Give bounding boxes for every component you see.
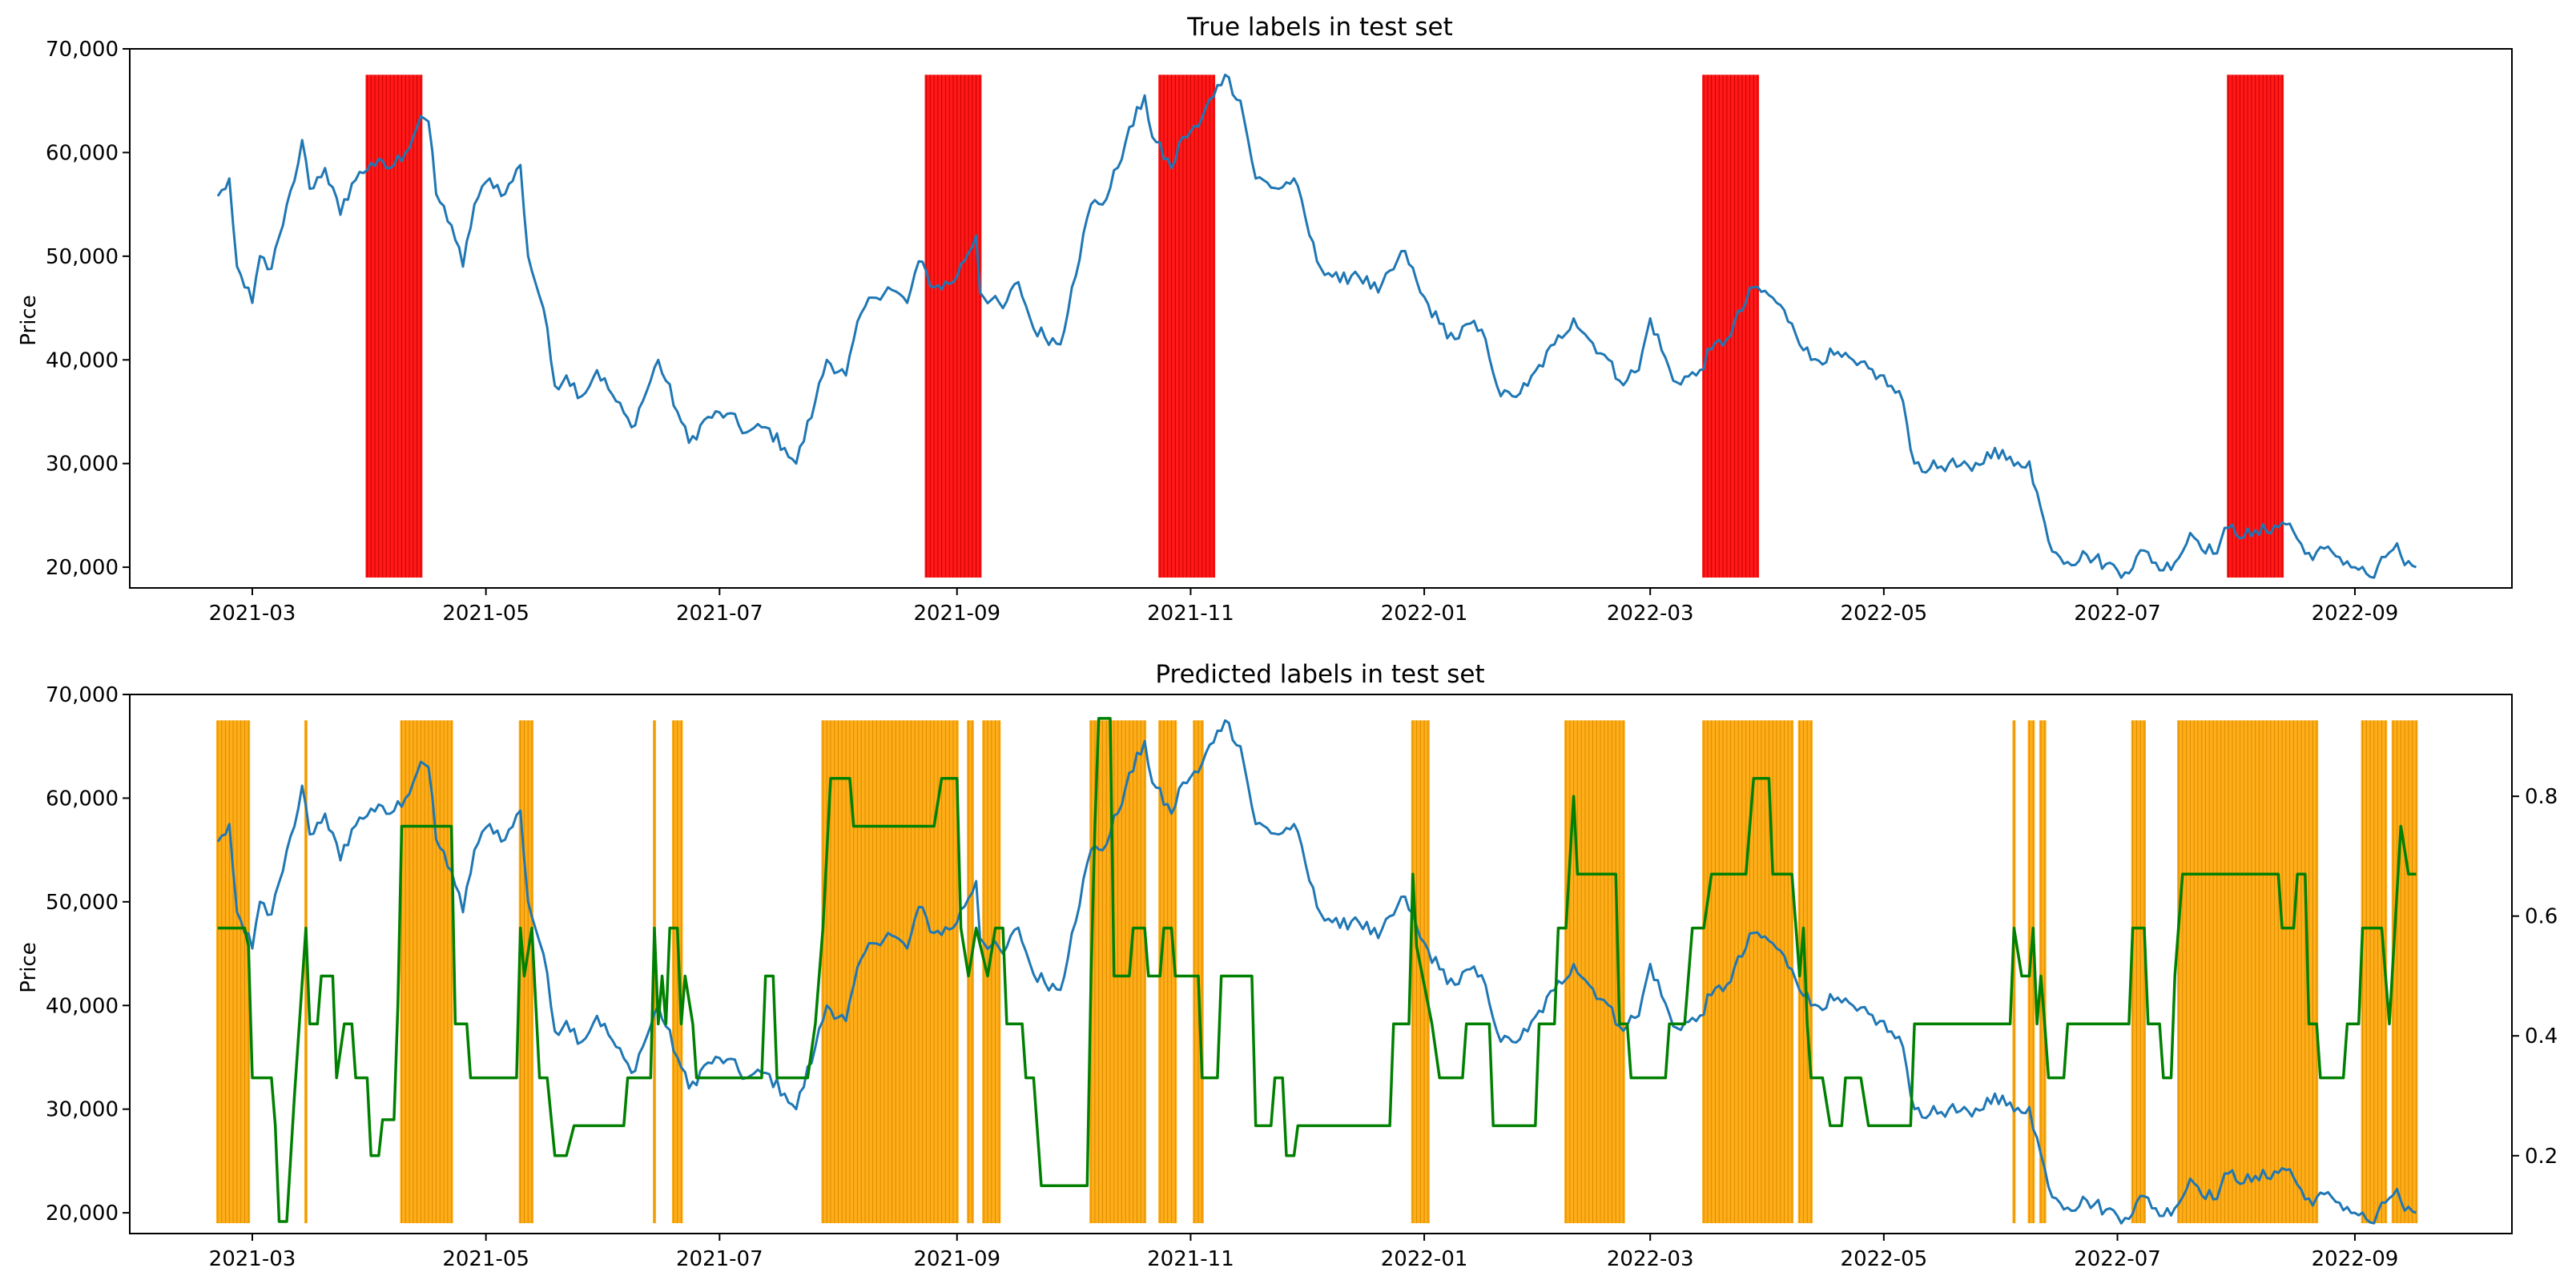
x-tick-label: 2021-05 bbox=[442, 1247, 529, 1271]
x-tick-label: 2022-03 bbox=[1607, 1247, 1694, 1271]
probability-layer bbox=[218, 717, 2417, 1223]
x-tick-label: 2022-03 bbox=[1607, 602, 1694, 626]
y-tick-label: 20,000 bbox=[46, 556, 119, 580]
y-axis: 20,000 30,000 40,000 50,000 60,000 70,000 bbox=[46, 683, 130, 1226]
x-tick-label: 2021-03 bbox=[209, 1247, 296, 1271]
x-tick-label: 2021-09 bbox=[913, 602, 1000, 626]
y2-tick-label: 0.2 bbox=[2525, 1145, 2558, 1169]
x-tick-label: 2021-11 bbox=[1147, 602, 1234, 626]
price-series-line bbox=[216, 719, 2417, 1225]
label-band bbox=[2027, 720, 2035, 1224]
x-axis: 2021-03 2021-05 2021-07 2021-09 2021-11 2022-… bbox=[209, 588, 2399, 626]
panel-title: Predicted labels in test set bbox=[1155, 660, 1484, 689]
y-tick-label: 40,000 bbox=[46, 348, 119, 372]
x-tick-label: 2022-01 bbox=[1381, 1247, 1468, 1271]
y2-axis: 0.2 0.4 0.6 0.8 bbox=[2512, 785, 2558, 1169]
plot-frame bbox=[129, 48, 2513, 589]
y-tick-label: 30,000 bbox=[46, 453, 119, 477]
label-band bbox=[2039, 720, 2047, 1224]
label-band bbox=[1702, 720, 1794, 1224]
y-tick-label: 20,000 bbox=[46, 1202, 119, 1226]
x-axis: 2021-03 2021-05 2021-07 2021-09 2021-11 2022-… bbox=[209, 1234, 2399, 1271]
y-tick-label: 30,000 bbox=[46, 1098, 119, 1122]
panel-title: True labels in test set bbox=[1186, 13, 1453, 42]
y-tick-label: 40,000 bbox=[46, 994, 119, 1018]
x-tick-label: 2021-07 bbox=[676, 1247, 763, 1271]
x-tick-label: 2021-03 bbox=[209, 602, 296, 626]
y-axis-label: Price bbox=[17, 295, 41, 345]
label-band bbox=[2131, 720, 2146, 1224]
x-tick-label: 2021-11 bbox=[1147, 1247, 1234, 1271]
x-tick-label: 2022-07 bbox=[2074, 1247, 2161, 1271]
y2-tick-label: 0.6 bbox=[2525, 905, 2558, 929]
y-axis-label: Price bbox=[17, 942, 41, 992]
y2-tick-label: 0.8 bbox=[2525, 785, 2558, 809]
y-tick-label: 60,000 bbox=[46, 787, 119, 811]
x-tick-label: 2022-05 bbox=[1841, 1247, 1928, 1271]
x-tick-label: 2021-05 bbox=[442, 602, 529, 626]
y-tick-label: 70,000 bbox=[46, 683, 119, 707]
x-tick-label: 2022-09 bbox=[2312, 602, 2399, 626]
y-tick-label: 50,000 bbox=[46, 891, 119, 915]
y2-tick-label: 0.4 bbox=[2525, 1024, 2558, 1049]
x-tick-label: 2022-09 bbox=[2312, 1247, 2399, 1271]
y-tick-label: 60,000 bbox=[46, 141, 119, 165]
label-band bbox=[400, 720, 453, 1224]
predicted-labels-panel: Predicted labels in test set Price 20,00… bbox=[17, 660, 2558, 1271]
label-band bbox=[821, 720, 959, 1224]
y-tick-label: 70,000 bbox=[46, 38, 119, 62]
series-layer bbox=[216, 73, 2417, 579]
y-axis: 20,000 30,000 40,000 50,000 60,000 70,000 bbox=[46, 38, 130, 580]
true-labels-panel: True labels in test set Price 20,000 30,0… bbox=[17, 13, 2513, 626]
x-tick-label: 2022-01 bbox=[1381, 602, 1468, 626]
plot-frame bbox=[129, 694, 2513, 1234]
x-tick-label: 2021-09 bbox=[913, 1247, 1000, 1271]
x-tick-label: 2022-07 bbox=[2074, 602, 2161, 626]
price-series-line bbox=[216, 73, 2417, 579]
x-tick-label: 2021-07 bbox=[676, 602, 763, 626]
series-layer bbox=[216, 719, 2417, 1225]
x-tick-label: 2022-05 bbox=[1841, 602, 1928, 626]
y-tick-label: 50,000 bbox=[46, 245, 119, 269]
probability-series-line bbox=[218, 717, 2417, 1223]
